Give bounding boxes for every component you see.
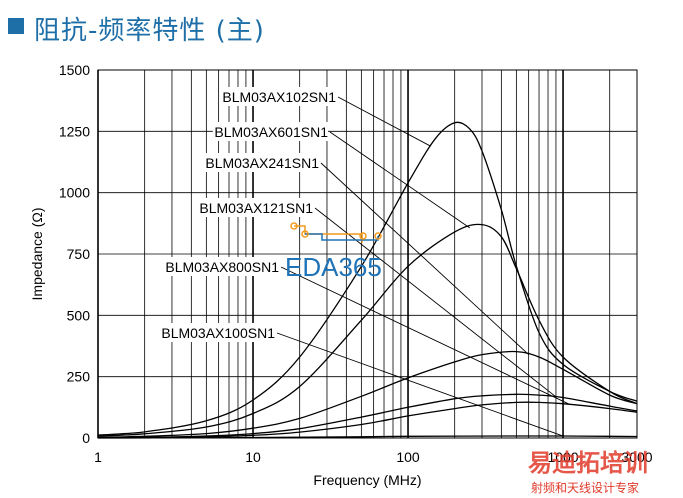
series-line bbox=[97, 223, 638, 437]
y-tick-label: 1000 bbox=[59, 185, 90, 201]
brand-watermark: 易迪拓培训 射频和天线设计专家 bbox=[528, 449, 648, 495]
series-line bbox=[97, 435, 638, 439]
series-label: BLM03AX102SN1 bbox=[222, 89, 336, 105]
title-square-icon bbox=[8, 18, 24, 34]
series-leader-line bbox=[320, 162, 529, 355]
logo-dot bbox=[359, 232, 367, 240]
y-tick-labels: 0 250 500 750 1000 1250 1500 bbox=[59, 62, 90, 446]
series-line bbox=[97, 121, 638, 436]
series-label: BLM03AX800SN1 bbox=[165, 259, 279, 275]
x-tick-label: 100 bbox=[396, 449, 420, 465]
series-label: BLM03AX100SN1 bbox=[161, 325, 275, 341]
series-label: BLM03AX601SN1 bbox=[214, 124, 328, 140]
x-tick-label: 1 bbox=[94, 449, 102, 465]
series-label: BLM03AX121SN1 bbox=[199, 200, 313, 216]
logo-dot bbox=[290, 222, 298, 230]
x-tick-label: 1000 bbox=[547, 449, 578, 465]
page-title: 阻抗-频率特性 (主) bbox=[34, 16, 265, 46]
y-tick-label: 0 bbox=[82, 430, 90, 446]
y-tick-label: 1500 bbox=[59, 62, 90, 78]
series-label-bg bbox=[203, 153, 319, 172]
brand-cn-text: 易迪拓培训 bbox=[528, 449, 648, 477]
y-tick-label: 1250 bbox=[59, 123, 90, 139]
series-line bbox=[97, 401, 638, 439]
series-line bbox=[97, 393, 638, 439]
series-leader-line bbox=[329, 131, 470, 229]
eda365-logo: EDA365 bbox=[285, 222, 382, 282]
logo-trace bbox=[305, 233, 379, 241]
y-tick-label: 250 bbox=[67, 369, 91, 385]
series-leader-line bbox=[280, 266, 570, 405]
series-leader-line bbox=[276, 332, 564, 437]
brand-sub-text: 射频和天线设计专家 bbox=[531, 480, 639, 495]
series-label-bg bbox=[159, 323, 275, 342]
series-leader-line bbox=[337, 96, 431, 147]
series-label-bg bbox=[197, 198, 313, 217]
eda365-logo-text: EDA365 bbox=[285, 252, 382, 282]
y-tick-label: 750 bbox=[67, 246, 91, 262]
plot-frame bbox=[97, 69, 638, 439]
y-axis-label: Impedance (Ω) bbox=[29, 208, 45, 301]
series-curves bbox=[97, 121, 638, 439]
series-label-bg bbox=[163, 257, 279, 276]
y-tick-label: 500 bbox=[67, 307, 91, 323]
x-tick-labels: 1 10 100 1000 3000 bbox=[94, 449, 653, 465]
x-axis-label: Frequency (MHz) bbox=[313, 472, 421, 488]
logo-dot bbox=[301, 230, 309, 238]
series-label-bg bbox=[220, 87, 336, 106]
series-label: BLM03AX241SN1 bbox=[205, 155, 319, 171]
x-tick-label: 3000 bbox=[621, 449, 652, 465]
series-line bbox=[97, 350, 638, 438]
series-label-bg bbox=[212, 122, 328, 141]
logo-dot bbox=[374, 232, 382, 240]
x-tick-label: 10 bbox=[245, 449, 261, 465]
